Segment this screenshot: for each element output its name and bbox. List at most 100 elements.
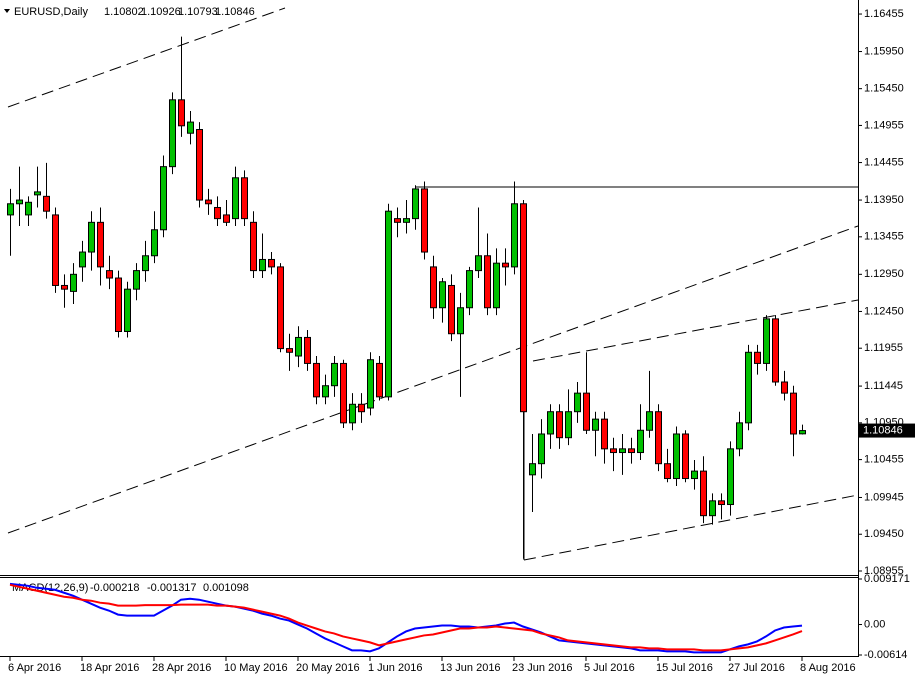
chart-title: EURUSD,Daily (14, 6, 88, 18)
y-tick-label: 1.08955 (864, 565, 904, 577)
y-tick-label: 1.11955 (864, 342, 903, 354)
x-tick-label: 10 May 2016 (224, 662, 288, 674)
candle-body (763, 318, 770, 364)
candle-body (457, 307, 464, 335)
indicator-line (9, 583, 803, 652)
candle-body (385, 210, 392, 398)
x-tick-label: 6 Apr 2016 (8, 662, 61, 674)
candle-body (232, 177, 239, 220)
candle-body (547, 411, 554, 435)
candle-body (511, 203, 518, 268)
candle-body (178, 99, 185, 127)
candle-body (412, 188, 419, 220)
x-tick-label: 20 May 2016 (296, 662, 360, 674)
candle-body (61, 284, 68, 290)
candle-body (7, 203, 14, 216)
candle-body (475, 255, 482, 272)
y-tick-label: 1.15450 (864, 83, 904, 95)
candle-body (682, 433, 689, 480)
candle-body (223, 214, 230, 223)
candle-body (160, 166, 167, 231)
candle-body (772, 318, 779, 383)
candle-body (592, 418, 599, 431)
candle-body (529, 463, 536, 476)
x-tick-label: 13 Jun 2016 (440, 662, 501, 674)
candle-body (187, 121, 194, 134)
candle-body (259, 258, 266, 272)
candle-body (421, 188, 428, 253)
candle-body (727, 448, 734, 506)
candle-body (286, 348, 293, 353)
candle-body (214, 206, 221, 220)
candle-body (502, 262, 509, 268)
candle-body (70, 273, 77, 292)
y-tick-label: 1.13950 (864, 194, 904, 206)
trend-line (7, 225, 859, 534)
y-tick-label: 1.12450 (864, 305, 904, 317)
y-tick-label: 1.10455 (864, 454, 904, 466)
menu-triangle (4, 9, 10, 13)
candle-body (79, 251, 86, 268)
y-tick-label: 1.09450 (864, 528, 904, 540)
candle-body (331, 362, 338, 387)
candle-body (484, 255, 491, 309)
candle-body (241, 177, 248, 220)
candle-body (538, 433, 545, 465)
indicator-value: -0.000218 (90, 582, 140, 594)
price-tag-label: 1.10846 (863, 424, 903, 436)
candle-body (340, 362, 347, 424)
candle-body (565, 411, 572, 439)
x-tick-label: 27 Jul 2016 (728, 662, 785, 674)
candle-body (493, 262, 500, 309)
candle-body (556, 411, 563, 439)
candle-body (250, 221, 257, 272)
candle-body (277, 266, 284, 350)
y-tick-label: 0.009171 (864, 573, 910, 585)
candle-body (754, 351, 761, 364)
candle-body (637, 429, 644, 454)
y-tick-label: 1.12950 (864, 268, 904, 280)
candle-body (106, 270, 113, 279)
candle-body (736, 422, 743, 450)
candle-body (133, 270, 140, 290)
candle-body (43, 195, 50, 212)
candle-body (745, 351, 752, 424)
candle-body (448, 284, 455, 335)
candle-body (691, 470, 698, 480)
candle-body (358, 403, 365, 413)
indicator-title: MACD(12,26,9) (12, 582, 88, 594)
trend-line (532, 299, 859, 362)
x-tick-label: 18 Apr 2016 (80, 662, 139, 674)
candle-body (151, 229, 158, 257)
y-tick-label: 1.13455 (864, 231, 904, 243)
candle-body (196, 129, 203, 201)
candle-body (322, 385, 329, 398)
candle-body (169, 99, 176, 168)
candle-body (313, 362, 320, 398)
candle-body (709, 500, 716, 517)
candle-body (466, 270, 473, 309)
indicator-value: -0.001317 (147, 582, 197, 594)
x-tick-label: 15 Jul 2016 (656, 662, 713, 674)
candle-body (628, 448, 635, 454)
y-tick-label: 1.11445 (864, 380, 903, 392)
x-tick-label: 23 Jun 2016 (512, 662, 573, 674)
candle-body (205, 199, 212, 205)
candle-body (304, 336, 311, 364)
candle-body (88, 221, 95, 253)
candle-body (574, 392, 581, 413)
candle-body (439, 281, 446, 309)
y-tick-label: 1.16455 (864, 8, 904, 20)
y-tick-label: 1.14455 (864, 156, 904, 168)
indicator-line (9, 582, 803, 654)
candle-body (115, 277, 122, 332)
candle-body (655, 411, 662, 465)
candle-body (34, 191, 41, 196)
x-tick-label: 28 Apr 2016 (152, 662, 211, 674)
candle-body (25, 201, 32, 216)
header-value: 1.10802 (104, 6, 144, 18)
candle-body (781, 381, 788, 394)
header-value: 1.10793 (178, 6, 218, 18)
y-tick-label: 1.14955 (864, 119, 904, 131)
